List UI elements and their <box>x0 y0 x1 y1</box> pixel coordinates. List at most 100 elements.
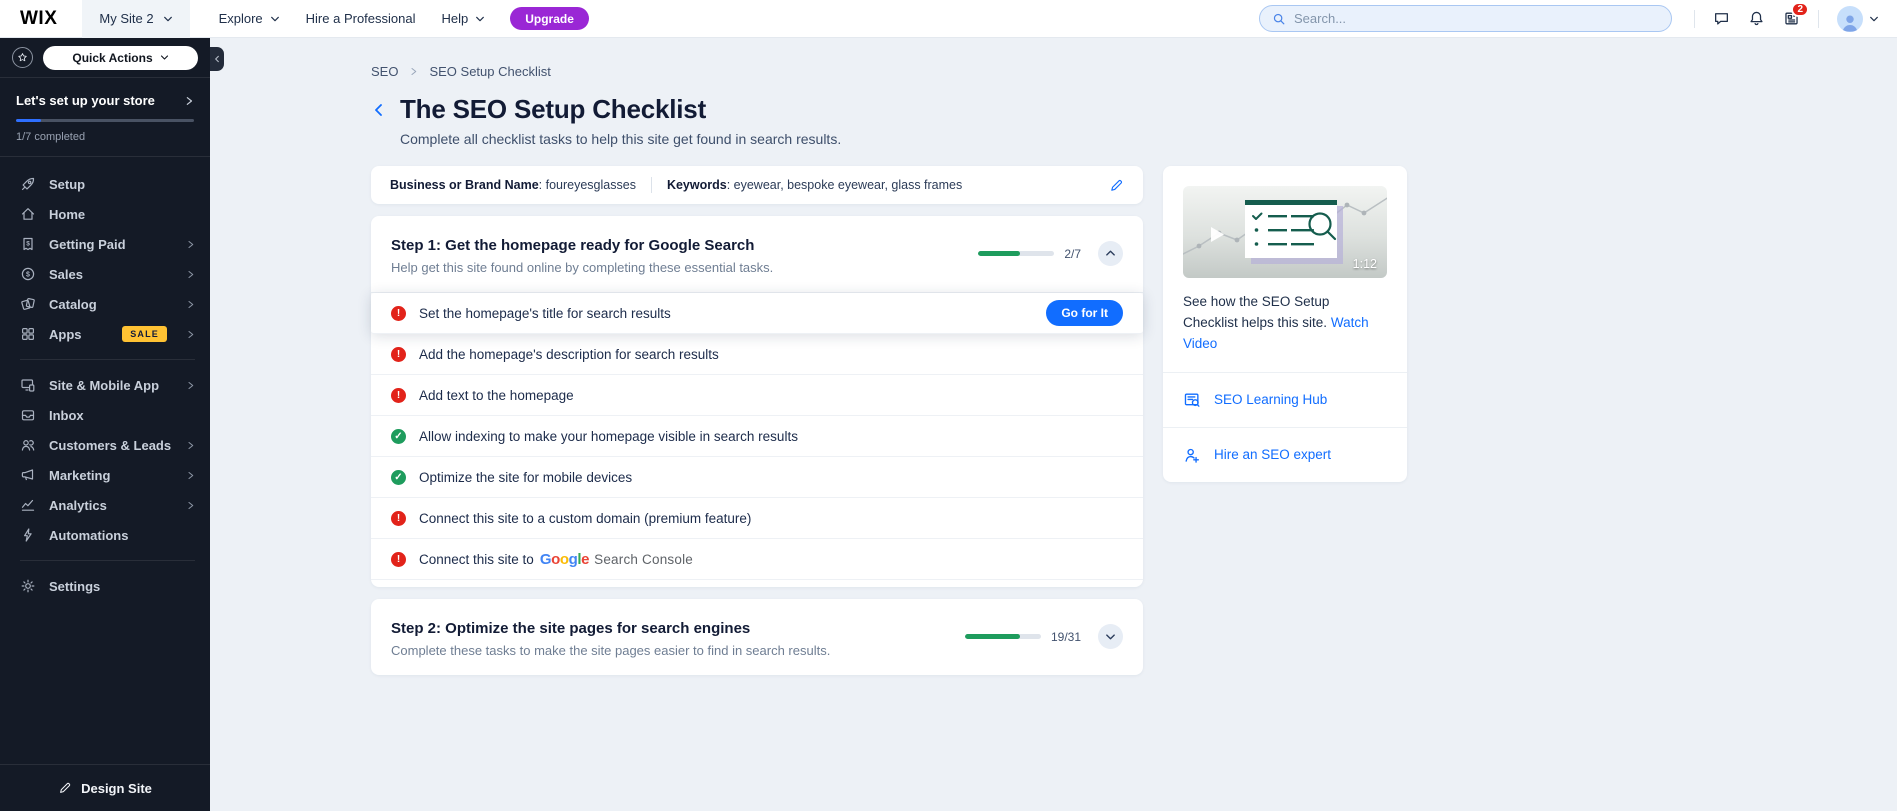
help-panel-link-label: Hire an SEO expert <box>1214 447 1332 463</box>
favorites-star-icon[interactable] <box>12 47 33 68</box>
checklist-column: Business or Brand Name: foureyesglasses … <box>371 166 1143 687</box>
sidebar-item-label: Sales <box>49 266 83 282</box>
step1-header: Step 1: Get the homepage ready for Googl… <box>371 216 1143 292</box>
breadcrumb-item[interactable]: SEO Setup Checklist <box>429 64 551 79</box>
store-progress-track <box>16 119 194 122</box>
task-row[interactable]: Add the homepage's description for searc… <box>371 334 1143 375</box>
chevron-down-icon <box>475 14 485 24</box>
design-site-button[interactable]: Design Site <box>0 764 210 811</box>
checklist-illustration <box>1183 197 1387 264</box>
top-nav-label: Help <box>441 11 469 26</box>
video-caption: See how the SEO Setup Checklist helps th… <box>1183 278 1387 372</box>
sidebar-menu: Setup Home $ Getting Paid <box>0 157 210 764</box>
account-menu[interactable] <box>1837 5 1879 32</box>
pencil-icon <box>1111 179 1123 191</box>
brand-name-value: : foureyesglasses <box>538 178 636 192</box>
top-nav-item[interactable]: Help <box>428 0 498 38</box>
notification-badge: 2 <box>1791 2 1809 17</box>
sidebar-item-label: Apps <box>49 326 82 342</box>
apps-icon <box>20 326 36 342</box>
design-site-label: Design Site <box>81 780 152 796</box>
task-row[interactable]: Set the homepage's title for search resu… <box>371 293 1143 334</box>
help-panel-link-label: SEO Learning Hub <box>1214 392 1328 408</box>
quick-actions-button[interactable]: Quick Actions <box>43 45 198 70</box>
sidebar-item[interactable]: Analytics <box>0 490 210 520</box>
news-icon[interactable]: 2 <box>1783 2 1809 27</box>
sidebar-collapse-button[interactable] <box>210 47 224 71</box>
help-panel: 1:12 See how the SEO Setup Checklist hel… <box>1163 166 1407 482</box>
step2-progress-count: 19/31 <box>1050 629 1081 644</box>
sidebar-item[interactable]: Marketing <box>0 460 210 490</box>
top-nav-item[interactable]: Explore <box>206 0 293 38</box>
breadcrumb-item[interactable]: SEO <box>371 64 399 79</box>
task-label: Connect this site to <box>419 551 534 567</box>
home-icon <box>20 206 36 222</box>
sidebar-item[interactable]: Setup <box>0 169 210 199</box>
sidebar: Quick Actions Let's set up your store 1/… <box>0 38 224 811</box>
divider <box>1694 9 1695 28</box>
task-row[interactable]: Allow indexing to make your homepage vis… <box>371 416 1143 457</box>
task-status-icon <box>391 469 406 485</box>
site-menu[interactable]: My Site 2 <box>82 0 190 38</box>
sidebar-item-label: Setup <box>49 176 86 192</box>
step2-subtitle: Complete these tasks to make the site pa… <box>391 643 831 658</box>
chart-icon <box>20 497 36 513</box>
task-label: Add text to the homepage <box>419 387 574 403</box>
task-row[interactable]: Add text to the homepage <box>371 375 1143 416</box>
sidebar-item-label: Getting Paid <box>49 236 126 252</box>
watch-video-link[interactable]: Watch Video <box>1183 314 1369 351</box>
task-status-icon <box>391 305 406 321</box>
chevron-down-icon <box>1869 14 1879 24</box>
sidebar-item[interactable]: Settings <box>0 571 210 601</box>
sidebar-item[interactable]: Apps SALE <box>0 319 210 349</box>
video-caption-text: See how the SEO Setup Checklist helps th… <box>1183 294 1330 330</box>
sidebar-item[interactable]: Site & Mobile App <box>0 370 210 400</box>
top-nav: Explore Hire a Professional Help <box>206 0 499 38</box>
chat-icon[interactable] <box>1713 10 1730 27</box>
top-nav-item[interactable]: Hire a Professional <box>293 0 429 38</box>
app-body: Quick Actions Let's set up your store 1/… <box>0 38 1897 811</box>
invoice-icon: $ <box>20 236 36 252</box>
breadcrumb: SEO SEO Setup Checklist <box>371 64 1897 79</box>
top-nav-label: Explore <box>218 11 263 26</box>
step1-collapse-button[interactable] <box>1098 241 1123 266</box>
help-panel-link[interactable]: Hire an SEO expert <box>1163 426 1407 482</box>
sidebar-item-label: Marketing <box>49 467 111 483</box>
google-logo: Google <box>539 550 590 568</box>
chevron-down-icon <box>163 14 173 24</box>
sidebar-item-label: Customers & Leads <box>49 437 172 453</box>
go-for-it-button[interactable]: Go for It <box>1046 300 1123 326</box>
video-thumbnail[interactable]: 1:12 <box>1183 186 1387 278</box>
chevron-right-icon <box>186 441 195 450</box>
sidebar-item[interactable]: $ Sales <box>0 259 210 289</box>
sidebar-item[interactable]: Catalog <box>0 289 210 319</box>
sidebar-item[interactable]: $ Getting Paid <box>0 229 210 259</box>
catalog-icon <box>20 296 36 312</box>
sidebar-item[interactable]: Inbox <box>0 400 210 430</box>
sidebar-item[interactable]: Home <box>0 199 210 229</box>
task-row[interactable]: Connect this site to a custom domain (pr… <box>371 498 1143 539</box>
sidebar-item[interactable]: Automations <box>0 520 210 550</box>
wix-logo[interactable]: WIX <box>20 7 58 29</box>
brand-keywords-value: : eyewear, bespoke eyewear, glass frames <box>726 178 963 192</box>
page-title-row: The SEO Setup Checklist <box>371 94 1897 125</box>
search-console-label: Search Console <box>594 551 693 567</box>
search-input[interactable] <box>1294 11 1659 26</box>
help-panel-link[interactable]: SEO Learning Hub <box>1163 371 1407 427</box>
sidebar-item[interactable]: Customers & Leads <box>0 430 210 460</box>
sale-badge: SALE <box>122 326 167 342</box>
step2-expand-button[interactable] <box>1098 624 1123 649</box>
chevron-up-icon <box>1106 250 1115 256</box>
upgrade-button[interactable]: Upgrade <box>510 7 589 30</box>
search-bar[interactable] <box>1259 5 1672 32</box>
bell-icon[interactable] <box>1748 10 1765 27</box>
store-setup-banner[interactable]: Let's set up your store 1/7 completed <box>0 78 210 157</box>
back-button[interactable] <box>371 102 387 118</box>
step1-subtitle: Help get this site found online by compl… <box>391 260 774 275</box>
inbox-icon <box>20 407 36 423</box>
task-row[interactable]: Optimize the site for mobile devices <box>371 457 1143 498</box>
chevron-right-icon <box>186 96 193 105</box>
edit-brand-button[interactable] <box>1109 178 1124 193</box>
step1-progress-count: 2/7 <box>1064 246 1081 261</box>
